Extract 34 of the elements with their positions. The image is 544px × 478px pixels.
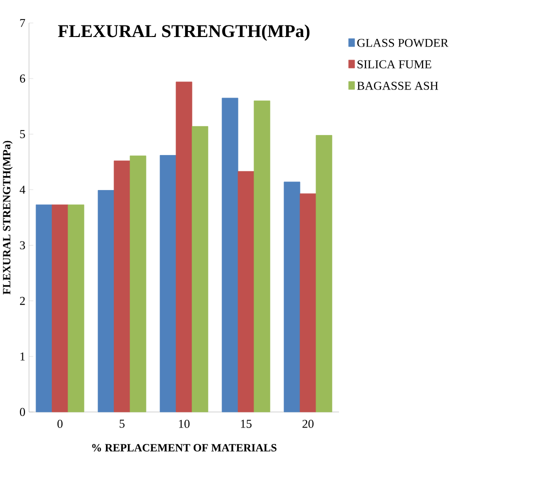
y-tick-label: 4 xyxy=(20,186,26,194)
x-axis-title: % REPLACEMENT OF MATERIALS xyxy=(92,444,276,452)
bar xyxy=(192,126,208,412)
bar xyxy=(254,100,270,412)
bar xyxy=(284,182,300,412)
bar xyxy=(52,204,68,412)
y-tick-label: 3 xyxy=(20,241,26,250)
bar xyxy=(98,190,114,412)
x-tick-label: 10 xyxy=(179,420,190,428)
x-tick-label: 20 xyxy=(302,420,314,428)
x-tick-label: 15 xyxy=(241,420,252,428)
bar xyxy=(176,82,192,412)
bar xyxy=(238,171,254,412)
bar xyxy=(68,204,84,412)
y-tick-label: 7 xyxy=(20,19,26,27)
bar xyxy=(114,160,130,412)
bar xyxy=(222,98,238,412)
bar xyxy=(130,156,146,412)
bar xyxy=(300,193,316,412)
chart-title: FLEXURAL STRENGTH(MPa) xyxy=(58,24,310,41)
y-tick-label: 1 xyxy=(20,352,25,360)
legend-label: BAGASSE ASH xyxy=(357,82,438,90)
y-tick-label: 5 xyxy=(20,130,26,138)
legend-label: SILICA FUME xyxy=(358,60,432,68)
legend-label: GLASS POWDER xyxy=(357,38,448,47)
bar xyxy=(316,135,332,412)
bar xyxy=(36,204,52,412)
x-tick-label: 0 xyxy=(57,420,63,428)
y-axis-title: FLEXURAL STRENGTH(MPa) xyxy=(2,140,13,294)
y-tick-label: 0 xyxy=(20,408,26,416)
y-tick-label: 6 xyxy=(20,74,26,83)
y-tick-label: 2 xyxy=(20,296,25,305)
bar xyxy=(160,155,176,412)
x-tick-label: 5 xyxy=(120,420,125,428)
